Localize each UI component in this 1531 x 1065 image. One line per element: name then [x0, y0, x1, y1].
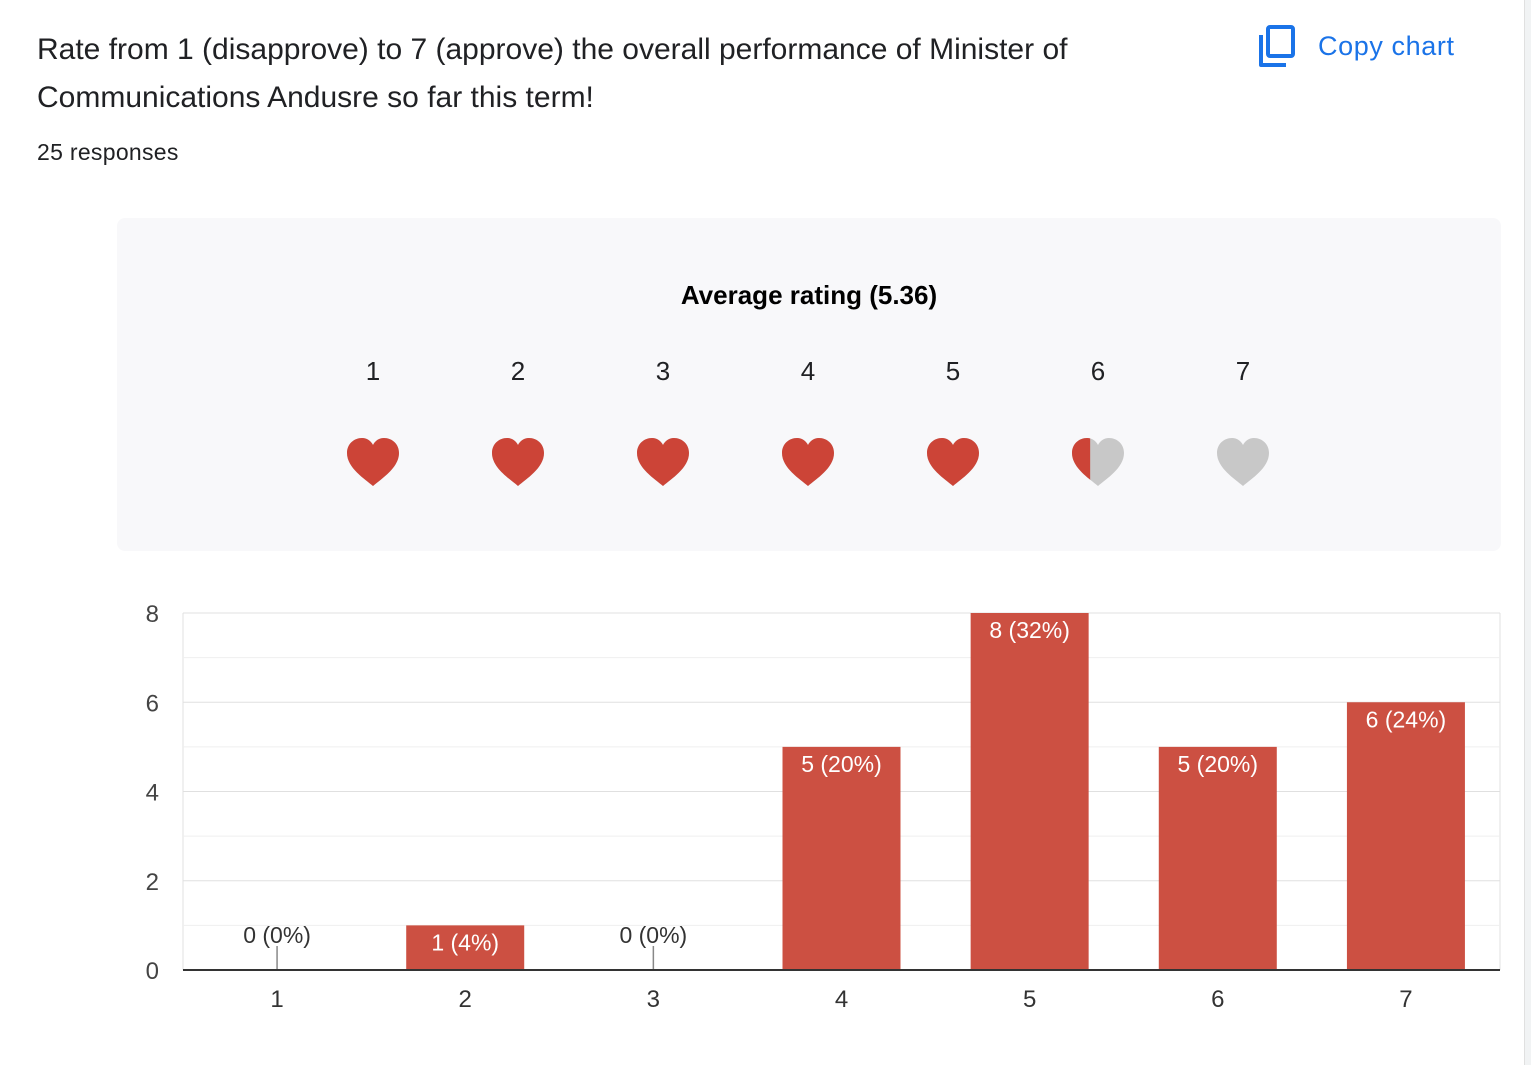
y-tick-label: 6 — [146, 690, 159, 717]
bar-data-label: 0 (0%) — [619, 922, 687, 948]
rating-scale-label: 3 — [655, 356, 671, 386]
bar-data-label: 0 (0%) — [243, 922, 311, 948]
bar-data-label: 1 (4%) — [431, 929, 499, 955]
average-rating-panel: Average rating (5.36) 1 2 3 4 5 6 7 — [117, 218, 1501, 551]
bar-chart: 0 2 4 6 8 0 (0%) 1 1 (4%) 2 0 (0%) 3 5 (20%) 4 8 (32%… — [146, 601, 1501, 1013]
bar-data-label: 5 (20%) — [1178, 751, 1259, 777]
x-tick-label: 5 — [1023, 986, 1036, 1013]
bar-data-label: 8 (32%) — [989, 617, 1070, 643]
copy-icon — [1259, 25, 1295, 67]
rating-scale-label: 6 — [1090, 356, 1106, 386]
heart-icon — [347, 438, 399, 486]
response-count: 25 responses — [37, 139, 179, 165]
x-tick-label: 3 — [647, 986, 660, 1013]
copy-chart-button[interactable]: Copy chart — [1256, 22, 1455, 70]
heart-icon — [782, 438, 834, 486]
x-tick-label: 7 — [1399, 986, 1412, 1013]
heart-icon — [927, 438, 979, 486]
heart-icon — [637, 438, 689, 486]
rating-scale-label: 5 — [945, 356, 961, 386]
copy-chart-label: Copy chart — [1318, 30, 1455, 61]
bar-data-label: 5 (20%) — [801, 751, 882, 777]
x-tick-label: 1 — [270, 986, 283, 1013]
y-tick-label: 0 — [146, 958, 159, 985]
x-tick-label: 2 — [459, 986, 472, 1013]
bar — [1346, 702, 1465, 970]
rating-scale-label: 4 — [800, 356, 816, 386]
rating-scale-label: 1 — [365, 356, 381, 386]
heart-icon — [1072, 438, 1124, 486]
heart-icon — [1217, 438, 1269, 486]
bar — [1158, 746, 1277, 970]
y-tick-label: 4 — [146, 780, 159, 807]
question-title: Rate from 1 (disapprove) to 7 (approve) … — [37, 33, 1068, 114]
rating-scale-label: 2 — [510, 356, 526, 386]
y-tick-label: 2 — [146, 869, 159, 896]
heart-icon — [492, 438, 544, 486]
bar-data-label: 6 (24%) — [1366, 706, 1447, 732]
x-tick-label: 4 — [835, 986, 848, 1013]
scrollbar-track[interactable] — [1524, 0, 1531, 1065]
y-tick-label: 8 — [146, 601, 159, 628]
average-rating-title: Average rating (5.36) — [680, 280, 938, 310]
rating-scale-label: 7 — [1235, 356, 1251, 386]
bar — [782, 746, 901, 970]
x-tick-label: 6 — [1211, 986, 1224, 1013]
bar — [406, 925, 525, 970]
bar — [970, 613, 1089, 970]
